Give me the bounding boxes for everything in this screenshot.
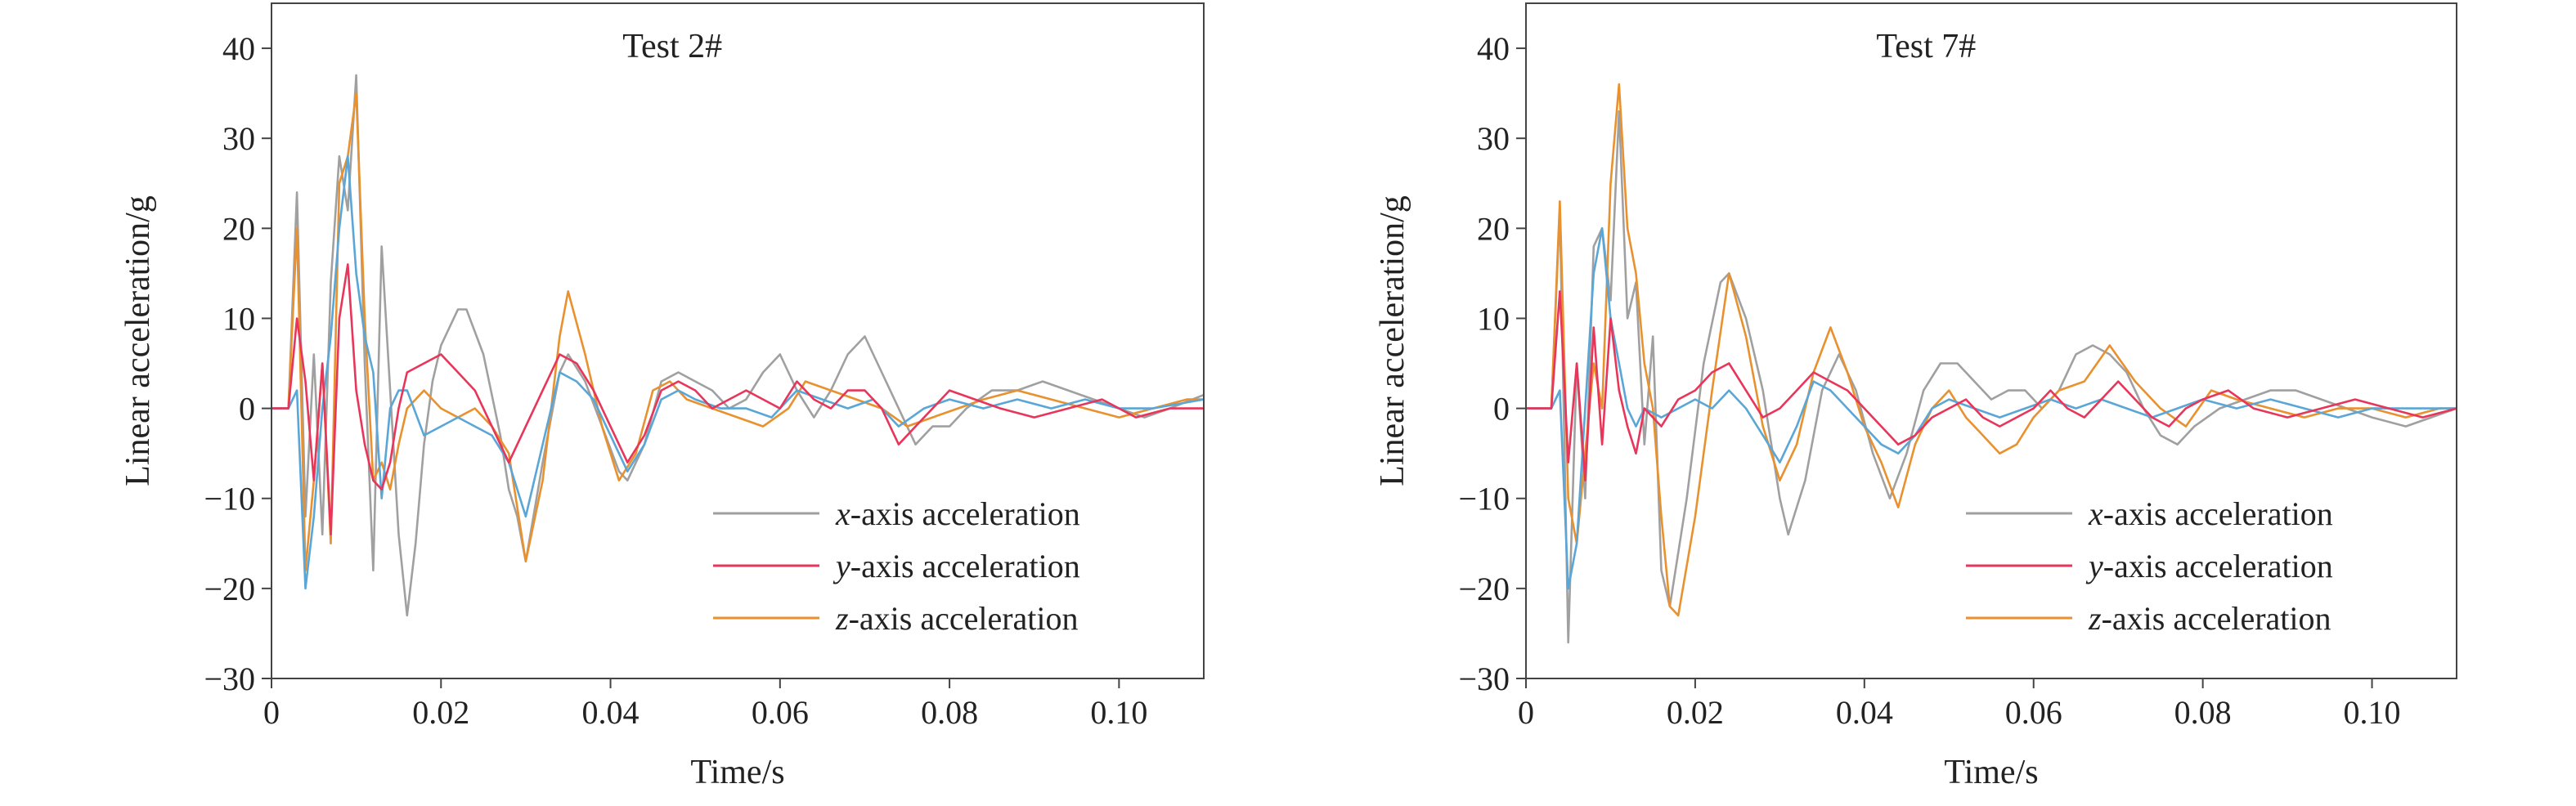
plot-frame <box>271 2 1205 679</box>
legend: x-axis acceleration y-axis acceleration z-… <box>1966 495 2333 637</box>
x-tick-label: 0 <box>263 694 280 731</box>
x-axis-title: Time/s <box>690 754 784 791</box>
series-line-unlabeled <box>1526 227 2457 590</box>
y-tick-label: −10 <box>1458 481 1510 517</box>
series-line-y-axis-acceleration <box>272 263 1204 536</box>
y-tick-label: −20 <box>1458 571 1510 607</box>
plot-frame <box>1525 2 2457 679</box>
x-axis-title: Time/s <box>1944 754 2038 791</box>
y-tick-label: 0 <box>1493 391 1510 428</box>
y-tick-label: 30 <box>1477 120 1510 157</box>
x-tick-label: 0 <box>1518 694 1534 731</box>
y-axis-title: Linear acceleration/g <box>1374 195 1411 486</box>
x-tick-label: 0.04 <box>582 694 640 731</box>
legend-label: z-axis acceleration <box>835 600 1079 637</box>
y-tick-label: −20 <box>204 571 255 607</box>
series-line-unlabeled <box>272 154 1205 590</box>
legend: x-axis acceleration y-axis acceleration z-… <box>713 495 1080 637</box>
x-tick-label: 0.10 <box>1090 694 1147 731</box>
chart-panel-test-2: 0 0.02 0.04 0.06 0.08 0.10 −30 −20 −10 0 10 20 30 40 T… <box>119 2 1205 791</box>
y-tick-label: 20 <box>1477 210 1510 247</box>
x-tick-label: 0.08 <box>921 694 978 731</box>
legend-label: z-axis acceleration <box>2088 600 2331 637</box>
series-line-x-axis-acceleration <box>1526 110 2457 644</box>
legend-label: x-axis acceleration <box>835 495 1080 532</box>
series-line-z-axis-acceleration <box>1526 83 2457 617</box>
y-tick-label: 10 <box>222 300 255 337</box>
legend-label: y-axis acceleration <box>832 548 1080 584</box>
legend-label: x-axis acceleration <box>2088 495 2333 532</box>
y-tick-label: 40 <box>222 30 255 67</box>
series-line-x-axis-acceleration <box>272 74 1205 617</box>
x-tick-label: 0.04 <box>1836 694 1893 731</box>
series-line-y-axis-acceleration <box>1526 290 2457 481</box>
x-tick-label: 0.06 <box>2005 694 2062 731</box>
y-tick-label: 0 <box>239 391 255 428</box>
y-tick-label: 10 <box>1477 300 1510 337</box>
y-tick-label: 20 <box>222 210 255 247</box>
x-tick-label: 0.02 <box>412 694 469 731</box>
y-axis-title: Linear acceleration/g <box>119 195 157 486</box>
legend-label: y-axis acceleration <box>2085 548 2333 584</box>
panel-title: Test 2# <box>622 28 722 65</box>
chart-panel-test-7: 0 0.02 0.04 0.06 0.08 0.10 −30 −20 −10 0 10 20 30 40 T… <box>1374 2 2457 791</box>
x-tick-label: 0.08 <box>2174 694 2232 731</box>
y-tick-label: 40 <box>1477 30 1510 67</box>
panel-title: Test 7# <box>1876 28 1976 65</box>
y-tick-label: −30 <box>1458 660 1510 697</box>
series-line-z-axis-acceleration <box>272 92 1204 572</box>
y-tick-label: −10 <box>204 481 255 517</box>
x-tick-label: 0.10 <box>2344 694 2401 731</box>
y-tick-label: −30 <box>204 660 255 697</box>
x-tick-label: 0.02 <box>1667 694 1724 731</box>
x-tick-label: 0.06 <box>752 694 809 731</box>
y-tick-label: 30 <box>222 120 255 157</box>
